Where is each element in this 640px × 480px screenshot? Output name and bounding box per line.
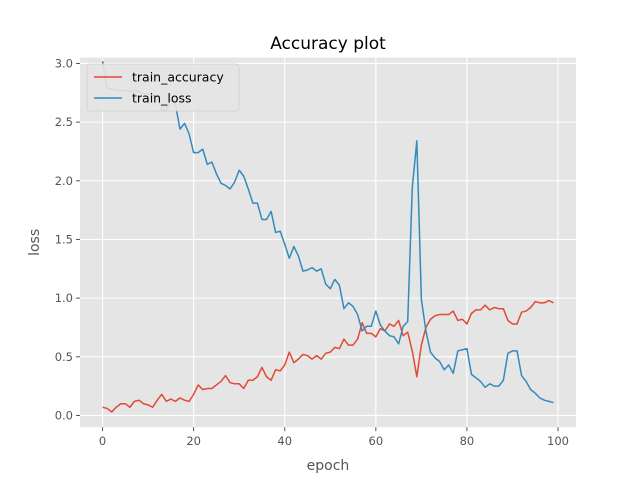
legend-label-train-loss: train_loss	[132, 91, 192, 106]
y-axis-label: loss	[27, 229, 43, 256]
y-tick-label: 0.5	[55, 350, 73, 364]
x-tick-label: 0	[99, 434, 106, 448]
y-tick-label: 3.0	[55, 56, 73, 70]
x-tick-label: 60	[369, 434, 384, 448]
ticks: 0 20 40 60 80 100 0.0 0.5 1.0 1.5 2.0 2.5 3.0	[55, 56, 569, 448]
x-tick-label: 40	[277, 434, 292, 448]
y-tick-label: 2.0	[55, 174, 73, 188]
chart-title: Accuracy plot	[270, 34, 386, 54]
legend-box	[86, 63, 240, 112]
series-lines	[101, 60, 554, 413]
x-tick-label: 80	[460, 434, 475, 448]
x-axis-label: epoch	[307, 458, 350, 474]
legend-label-train-accuracy: train_accuracy	[132, 70, 224, 85]
x-tick-label: 100	[547, 434, 569, 448]
legend: train_accuracy train_loss	[86, 63, 240, 112]
series-line-train-loss	[101, 60, 554, 404]
x-tick-label: 20	[186, 434, 201, 448]
plot-area	[80, 57, 576, 428]
series-line-train-accuracy	[102, 299, 554, 413]
y-tick-label: 2.5	[55, 115, 73, 129]
y-tick-label: 1.5	[55, 232, 73, 246]
y-tick-label: 0.0	[55, 408, 73, 422]
y-tick-label: 1.0	[55, 291, 73, 305]
